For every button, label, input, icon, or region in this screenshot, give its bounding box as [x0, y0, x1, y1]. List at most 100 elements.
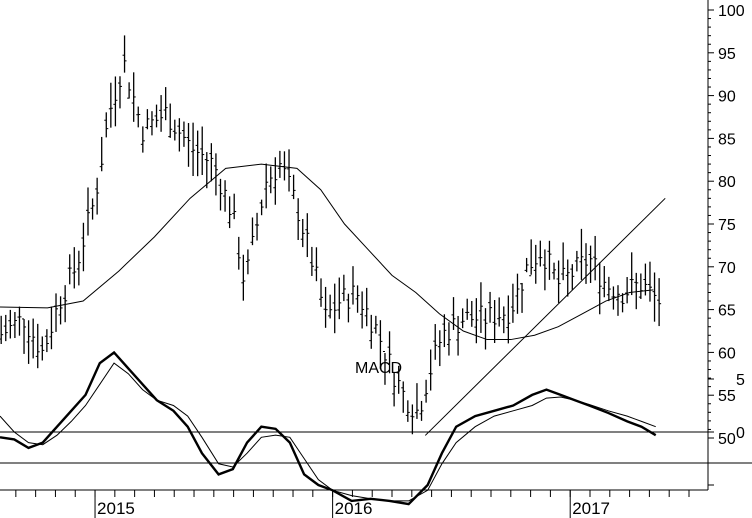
price-bar — [191, 122, 196, 177]
price-bar — [291, 174, 296, 200]
price-bar — [643, 263, 648, 296]
price-bar — [392, 372, 397, 407]
macd-y-tick-label: 5 — [736, 372, 745, 389]
price-bar — [579, 228, 584, 280]
price-bar — [154, 104, 159, 128]
price-bar — [446, 322, 451, 356]
price-bar — [305, 213, 310, 258]
price-bar — [615, 285, 620, 316]
price-bar — [40, 336, 45, 361]
price-bar — [542, 249, 547, 291]
price-bar — [163, 87, 168, 121]
price-bar — [236, 236, 241, 270]
price-bar — [597, 262, 602, 315]
price-bar — [556, 260, 561, 303]
price-bar — [0, 315, 4, 344]
x-year-label: 2015 — [97, 499, 135, 518]
price-bar — [606, 276, 611, 302]
price-bar — [387, 331, 392, 374]
price-bar — [561, 242, 566, 281]
price-bar — [104, 112, 109, 138]
price-bar — [382, 350, 387, 385]
price-bar — [95, 177, 100, 215]
price-bar — [506, 295, 511, 344]
price-bar — [433, 324, 438, 360]
price-bar — [488, 291, 493, 323]
price-y-tick-label: 95 — [718, 46, 736, 63]
trendline — [424, 197, 666, 436]
price-bar — [250, 217, 255, 246]
price-bar — [309, 246, 314, 276]
macd-y-tick-label: 0 — [736, 425, 745, 442]
price-bar — [520, 282, 525, 313]
price-bar — [168, 103, 173, 138]
price-bar — [620, 293, 625, 313]
price-bar — [483, 308, 488, 350]
price-bar — [273, 157, 278, 205]
price-bar — [424, 379, 429, 403]
price-bar — [223, 180, 228, 212]
price-bar — [122, 35, 127, 73]
price-bar — [67, 254, 72, 285]
price-bar — [8, 309, 13, 339]
price-bar — [369, 314, 374, 349]
price-bar — [81, 222, 86, 272]
price-y-tick-label: 60 — [718, 345, 736, 362]
x-year-label: 2016 — [335, 499, 373, 518]
price-bar — [181, 121, 186, 147]
price-bar — [328, 294, 333, 319]
price-bar — [419, 400, 424, 421]
price-bar — [131, 72, 136, 122]
price-bar — [437, 330, 442, 367]
price-bar — [108, 82, 113, 128]
price-bar — [319, 278, 324, 307]
price-bar — [195, 130, 200, 177]
price-bar — [360, 291, 365, 329]
price-bar — [99, 136, 104, 172]
price-y-tick-label: 80 — [718, 174, 736, 191]
price-y-tick-label: 50 — [718, 431, 736, 448]
price-y-tick-label: 75 — [718, 217, 736, 234]
macd-signal-line — [0, 362, 656, 502]
price-bar — [414, 383, 419, 419]
price-bar — [200, 126, 205, 176]
price-bar — [209, 143, 214, 182]
price-bar — [54, 293, 59, 332]
price-bar — [259, 199, 264, 216]
price-bar — [574, 250, 579, 272]
price-bar — [136, 106, 141, 128]
price-bar — [177, 118, 182, 152]
price-bar — [456, 315, 461, 356]
price-bar — [337, 277, 342, 320]
price-bar — [149, 111, 154, 136]
price-bar — [570, 264, 575, 290]
price-bar — [341, 274, 346, 302]
price-bar — [478, 282, 483, 333]
price-bar — [538, 240, 543, 267]
price-bar — [26, 320, 31, 364]
price-bar — [22, 318, 27, 354]
price-bar — [396, 365, 401, 394]
price-bar — [72, 247, 77, 289]
price-bar — [469, 301, 474, 327]
price-bar — [277, 150, 282, 178]
price-bar — [588, 245, 593, 283]
price-bar — [218, 178, 223, 211]
price-bar — [652, 272, 657, 322]
macd-panel: MACD — [0, 350, 708, 506]
price-bar — [3, 314, 8, 342]
price-bar — [245, 249, 250, 275]
price-y-tick-label: 55 — [718, 388, 736, 405]
price-bar — [300, 218, 305, 248]
price-bar — [186, 123, 191, 167]
price-bar — [323, 286, 328, 328]
moving-average-line — [0, 163, 654, 341]
price-bar — [647, 261, 652, 302]
price-bar — [264, 163, 269, 209]
price-bar — [232, 193, 237, 220]
price-bar — [117, 76, 122, 109]
price-bar — [268, 166, 273, 194]
price-bar — [282, 151, 287, 181]
